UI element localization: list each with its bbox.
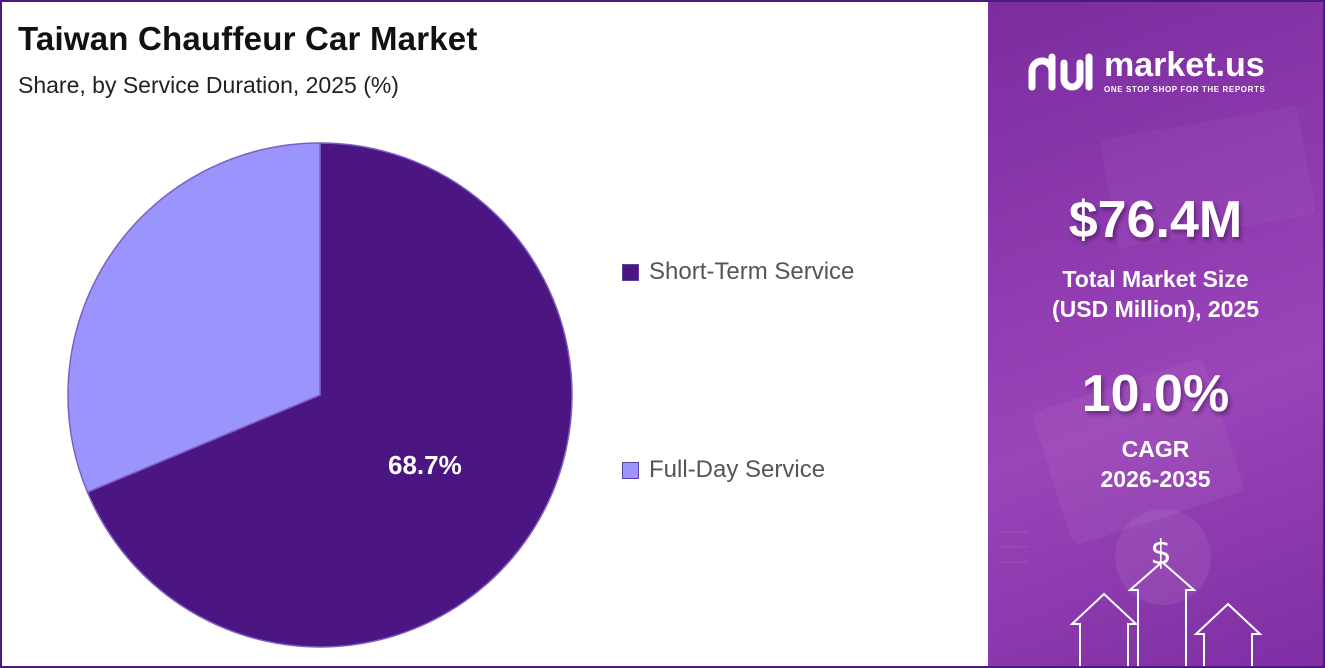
growth-arrows-icon: $ <box>1069 533 1263 666</box>
pie-slice-full-day-service <box>67 142 321 494</box>
side-panel: market.us ONE STOP SHOP FOR THE REPORTS … <box>988 2 1323 666</box>
market-size-label-line1: Total Market Size <box>1062 266 1249 292</box>
legend-item-full-day: Full-Day Service <box>622 456 825 484</box>
chart-panel: Taiwan Chauffeur Car Market Share, by Se… <box>2 2 988 666</box>
pie-slice-short-term-service <box>86 142 573 648</box>
cagr-label-line2: 2026-2035 <box>1100 466 1211 492</box>
legend-label-full-day: Full-Day Service <box>649 456 826 483</box>
market-size-label-line2: (USD Million), 2025 <box>1051 296 1260 322</box>
background-decoration <box>998 106 1316 605</box>
market-size-value: $76.4M <box>1068 191 1243 249</box>
brand-tagline: ONE STOP SHOP FOR THE REPORTS <box>1104 85 1266 94</box>
legend-label-short-term: Short-Term Service <box>649 258 855 285</box>
data-label-short-term-service: 68.7% <box>388 450 462 480</box>
legend-swatch-full-day <box>622 461 639 479</box>
brand-name: market.us <box>1104 46 1265 84</box>
market-us-logo-icon <box>1028 53 1093 91</box>
chart-subtitle: Share, by Service Duration, 2025 (%) <box>18 72 399 98</box>
brand-logo: market.us ONE STOP SHOP FOR THE REPORTS <box>1028 48 1265 94</box>
cagr-label-line1: CAGR <box>1121 436 1190 462</box>
pie-chart: 68.7% <box>67 142 573 648</box>
cagr-value: 10.0% <box>1081 365 1230 423</box>
legend-swatch-short-term <box>622 263 639 281</box>
chart-title: Taiwan Chauffeur Car Market <box>18 20 478 57</box>
dollar-sign-icon: $ <box>1150 533 1172 573</box>
legend-item-short-term: Short-Term Service <box>622 258 854 286</box>
